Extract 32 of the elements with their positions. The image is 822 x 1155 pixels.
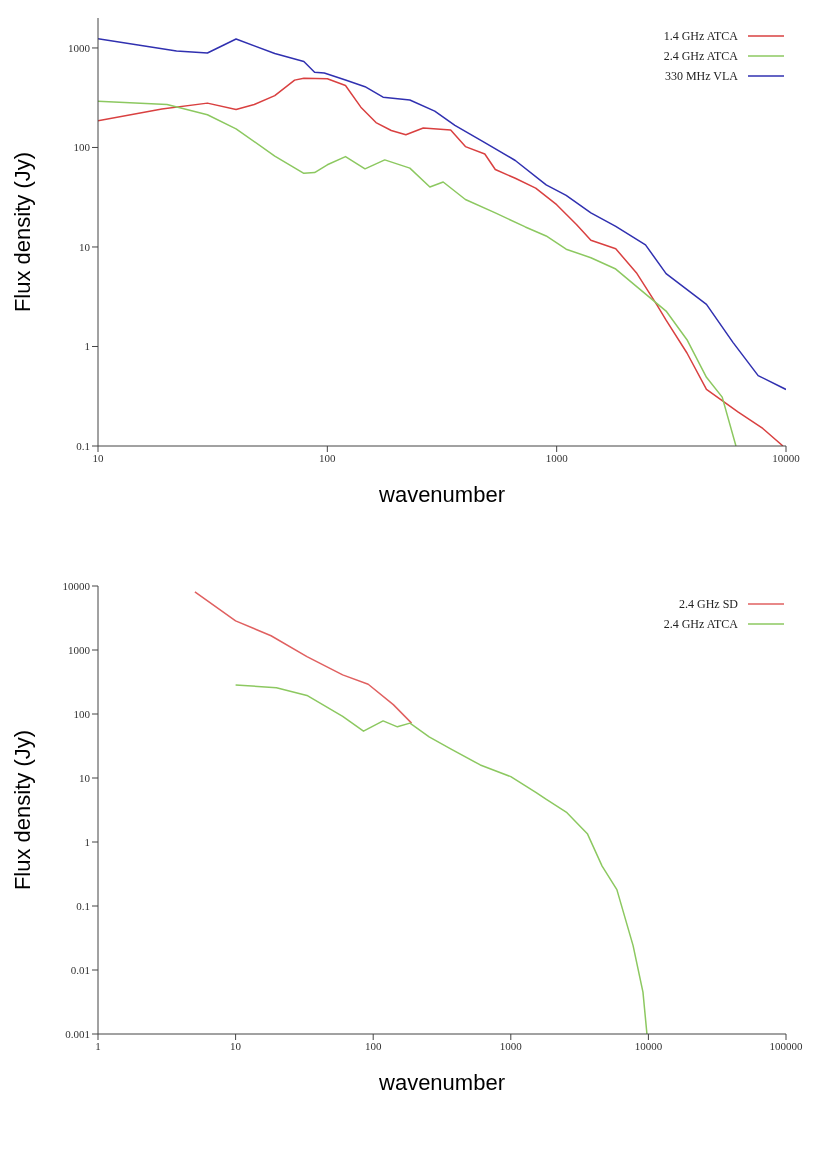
y-tick-label: 100 — [73, 707, 91, 720]
y-axis-title: Flux density (Jy) — [9, 151, 35, 313]
y-tick-label: 1 — [84, 835, 90, 848]
y-tick-label: 0.001 — [65, 1027, 90, 1040]
y-tick-label: 1 — [84, 340, 90, 353]
x-tick-label: 10 — [230, 1039, 242, 1052]
x-tick-label: 1000 — [545, 451, 569, 464]
y-tick-label: 10 — [79, 771, 91, 784]
y-tick-label: 100 — [73, 141, 91, 154]
y-tick-label: 1000 — [68, 41, 91, 54]
legend-label: 1.4 GHz ATCA — [663, 28, 738, 44]
legend-label: 330 MHz VLA — [664, 68, 738, 84]
legend-label: 2.4 GHz SD — [679, 596, 738, 612]
x-tick-label: 1 — [95, 1039, 101, 1052]
x-tick-label: 100000 — [769, 1039, 803, 1052]
legend-label: 2.4 GHz ATCA — [663, 616, 738, 632]
y-axis-title: Flux density (Jy) — [9, 729, 35, 891]
x-tick-label: 10000 — [634, 1039, 663, 1052]
y-tick-label: 0.1 — [76, 439, 90, 452]
y-tick-label: 1000 — [68, 643, 91, 656]
y-tick-label: 0.01 — [70, 963, 90, 976]
x-tick-label: 100 — [364, 1039, 382, 1052]
x-tick-label: 10 — [92, 451, 104, 464]
y-tick-label: 10 — [79, 240, 91, 253]
x-tick-label: 100 — [319, 451, 337, 464]
legend-label: 2.4 GHz ATCA — [663, 48, 738, 64]
y-tick-label: 10000 — [62, 579, 91, 592]
x-tick-label: 10000 — [772, 451, 801, 464]
x-tick-label: 1000 — [499, 1039, 523, 1052]
y-tick-label: 0.1 — [76, 899, 90, 912]
x-axis-title: wavenumber — [378, 482, 505, 507]
x-axis-title: wavenumber — [378, 1070, 505, 1095]
